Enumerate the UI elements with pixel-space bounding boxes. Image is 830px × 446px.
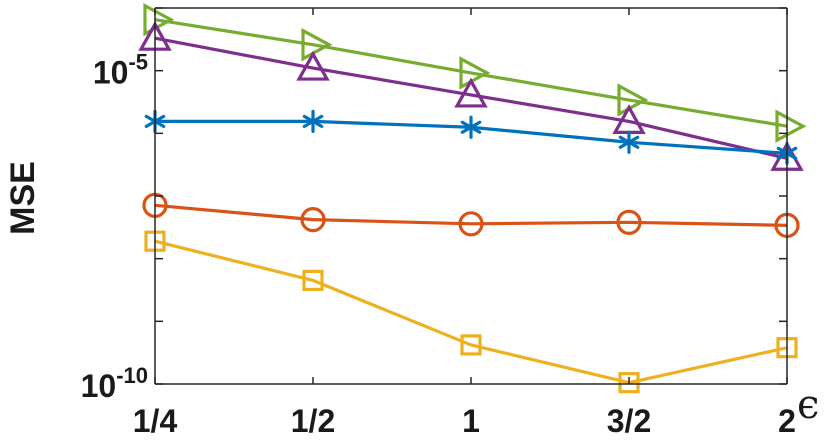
series-line — [154, 36, 788, 160]
x-tick-label: 1/4 — [133, 403, 178, 439]
series-circle — [142, 192, 800, 238]
triangle-right-marker — [617, 83, 649, 117]
x-tick-label: 1 — [462, 403, 480, 439]
y-axis-label: MSE — [4, 161, 42, 235]
square-marker — [302, 269, 324, 291]
triangle-right-marker — [459, 56, 491, 90]
series-line — [154, 18, 788, 128]
square-marker — [618, 372, 640, 394]
triangle-up-marker — [454, 77, 488, 108]
asterisk-marker — [302, 109, 324, 134]
y-tick-label: 10-10 — [81, 363, 148, 404]
x-tick-label: 2 — [778, 403, 796, 439]
x-tick-label: 3/2 — [607, 403, 651, 439]
labels-layer: MSE ϵ — [4, 161, 819, 428]
triangle-up-marker — [296, 50, 330, 81]
x-tick-label: 1/2 — [291, 403, 335, 439]
y-tick-label: 10-5 — [93, 50, 148, 91]
circle-marker — [458, 211, 484, 237]
plot-area — [155, 8, 787, 384]
circle-marker — [616, 209, 642, 235]
series-line — [154, 203, 788, 227]
series-line — [154, 239, 788, 385]
asterisk-marker — [460, 115, 482, 139]
asterisk-marker — [618, 130, 640, 154]
circle-marker — [300, 207, 326, 233]
triangle-right-marker — [301, 27, 333, 62]
triangle-right-marker — [775, 109, 807, 143]
x-axis-label: ϵ — [797, 382, 819, 428]
series-layer — [138, 3, 807, 394]
square-marker — [460, 334, 482, 356]
ticks-layer: 1/4 1/2 1 3/2 2 10-10 10-5 — [81, 7, 796, 439]
